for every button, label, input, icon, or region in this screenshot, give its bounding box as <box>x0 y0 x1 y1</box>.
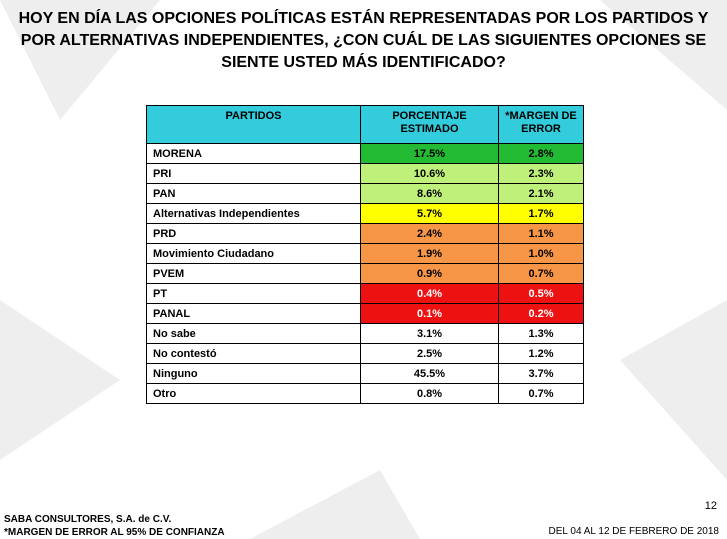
column-header-percentage: PORCENTAJE ESTIMADO <box>360 105 499 144</box>
cell-error: 2.1% <box>498 183 584 204</box>
cell-party: Movimiento Ciudadano <box>146 243 361 264</box>
cell-party: PANAL <box>146 303 361 324</box>
cell-error: 2.8% <box>498 143 584 164</box>
results-table-wrapper: PARTIDOS PORCENTAJE ESTIMADO *MARGEN DE … <box>146 105 584 404</box>
column-header-party: PARTIDOS <box>146 105 361 144</box>
footer-date: DEL 04 AL 12 DE FEBRERO DE 2018 <box>548 526 719 537</box>
cell-percentage: 8.6% <box>360 183 499 204</box>
table-row: PT 0.4% 0.5% <box>146 283 584 304</box>
results-table: PARTIDOS PORCENTAJE ESTIMADO *MARGEN DE … <box>146 105 584 404</box>
cell-error: 0.2% <box>498 303 584 324</box>
table-row: No sabe 3.1% 1.3% <box>146 323 584 344</box>
table-row: PRD 2.4% 1.1% <box>146 223 584 244</box>
cell-percentage: 10.6% <box>360 163 499 184</box>
cell-error: 0.5% <box>498 283 584 304</box>
cell-percentage: 0.9% <box>360 263 499 284</box>
page-title: HOY EN DÍA LAS OPCIONES POLÍTICAS ESTÁN … <box>18 10 709 71</box>
footer-company: SABA CONSULTORES, S.A. de C.V. <box>4 514 172 525</box>
cell-error: 1.7% <box>498 203 584 224</box>
cell-party: Alternativas Independientes <box>146 203 361 224</box>
footer-left: SABA CONSULTORES, S.A. de C.V. *MARGEN D… <box>4 513 225 539</box>
cell-error: 2.3% <box>498 163 584 184</box>
cell-error: 1.1% <box>498 223 584 244</box>
cell-error: 1.3% <box>498 323 584 344</box>
table-row: Movimiento Ciudadano 1.9% 1.0% <box>146 243 584 264</box>
table-body: MORENA 17.5% 2.8% PRI 10.6% 2.3% PAN 8.6% 2.1% Al… <box>146 143 584 404</box>
cell-percentage: 1.9% <box>360 243 499 264</box>
table-row: PVEM 0.9% 0.7% <box>146 263 584 284</box>
cell-percentage: 45.5% <box>360 363 499 384</box>
cell-party: PT <box>146 283 361 304</box>
table-row: PAN 8.6% 2.1% <box>146 183 584 204</box>
cell-error: 3.7% <box>498 363 584 384</box>
cell-percentage: 0.4% <box>360 283 499 304</box>
cell-error: 0.7% <box>498 263 584 284</box>
cell-error: 1.0% <box>498 243 584 264</box>
table-row: Alternativas Independientes 5.7% 1.7% <box>146 203 584 224</box>
footer-note: *MARGEN DE ERROR AL 95% DE CONFIANZA <box>4 527 225 538</box>
table-row: No contestó 2.5% 1.2% <box>146 343 584 364</box>
page-number: 12 <box>704 500 717 512</box>
cell-party: Ninguno <box>146 363 361 384</box>
table-header-row: PARTIDOS PORCENTAJE ESTIMADO *MARGEN DE … <box>146 105 584 144</box>
cell-party: No contestó <box>146 343 361 364</box>
table-row: Otro 0.8% 0.7% <box>146 383 584 404</box>
table-row: PANAL 0.1% 0.2% <box>146 303 584 324</box>
cell-party: MORENA <box>146 143 361 164</box>
cell-percentage: 0.1% <box>360 303 499 324</box>
cell-error: 0.7% <box>498 383 584 404</box>
cell-error: 1.2% <box>498 343 584 364</box>
cell-party: PRI <box>146 163 361 184</box>
cell-percentage: 5.7% <box>360 203 499 224</box>
cell-percentage: 2.4% <box>360 223 499 244</box>
column-header-error: *MARGEN DE ERROR <box>498 105 584 144</box>
cell-party: PAN <box>146 183 361 204</box>
cell-party: PRD <box>146 223 361 244</box>
table-row: PRI 10.6% 2.3% <box>146 163 584 184</box>
cell-party: PVEM <box>146 263 361 284</box>
cell-percentage: 0.8% <box>360 383 499 404</box>
cell-party: No sabe <box>146 323 361 344</box>
cell-party: Otro <box>146 383 361 404</box>
table-row: MORENA 17.5% 2.8% <box>146 143 584 164</box>
cell-percentage: 3.1% <box>360 323 499 344</box>
cell-percentage: 17.5% <box>360 143 499 164</box>
cell-percentage: 2.5% <box>360 343 499 364</box>
table-row: Ninguno 45.5% 3.7% <box>146 363 584 384</box>
